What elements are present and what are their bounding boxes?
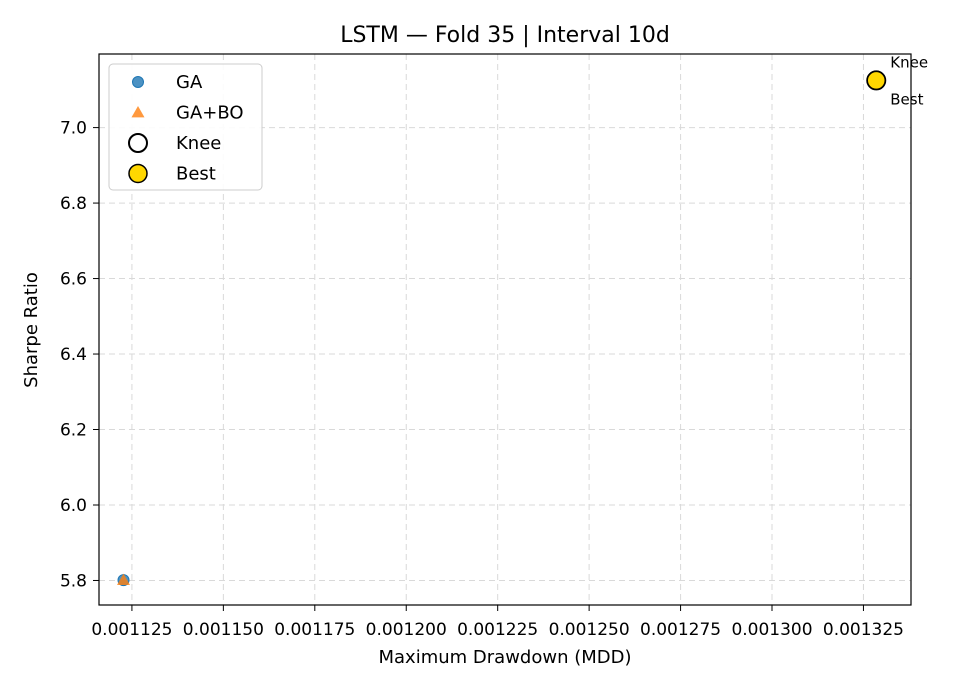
x-tick-label: 0.001225 (457, 620, 538, 640)
y-tick-label: 6.0 (60, 496, 87, 516)
y-axis-label: Sharpe Ratio (21, 272, 42, 388)
x-axis-label: Maximum Drawdown (MDD) (378, 647, 631, 668)
ga-bo-point (117, 573, 131, 585)
legend-label-ga-bo: GA+BO (176, 103, 244, 124)
y-tick-label: 5.8 (60, 571, 87, 591)
annotations: Knee Best (890, 53, 928, 108)
x-axis-ticks: 0.001125 0.001150 0.001175 0.001200 0.001225… (91, 605, 904, 640)
legend-marker-knee (128, 133, 148, 153)
legend-marker-ga (132, 76, 144, 88)
legend-box (108, 63, 263, 191)
best-point (866, 70, 887, 91)
annotation-best: Best (890, 90, 923, 108)
x-tick-label: 0.001325 (823, 620, 904, 640)
y-tick-label: 7.0 (60, 119, 87, 139)
x-tick-label: 0.001200 (366, 620, 447, 640)
x-tick-label: 0.001150 (183, 620, 264, 640)
legend-label-knee: Knee (176, 133, 221, 154)
x-tick-label: 0.001250 (549, 620, 630, 640)
legend-marker-ga-bo (131, 106, 145, 118)
x-tick-label: 0.001275 (640, 620, 721, 640)
data-points (117, 70, 887, 587)
x-tick-label: 0.001300 (731, 620, 812, 640)
y-tick-label: 6.2 (60, 421, 87, 441)
chart-title: LSTM — Fold 35 | Interval 10d (340, 23, 670, 48)
legend-label-ga: GA (176, 72, 203, 93)
legend-marker-best (128, 163, 148, 184)
y-tick-label: 6.8 (60, 194, 87, 214)
x-tick-label: 0.001175 (274, 620, 355, 640)
plot-frame (98, 53, 912, 606)
x-tick-label: 0.001125 (91, 620, 172, 640)
legend: GA GA+BO Knee Best (108, 63, 263, 191)
y-axis-ticks: 5.8 6.0 6.2 6.4 6.6 6.8 7.0 (60, 119, 99, 591)
legend-label-best: Best (176, 164, 216, 185)
annotation-knee: Knee (890, 53, 928, 71)
y-tick-label: 6.4 (60, 345, 87, 365)
y-tick-label: 6.6 (60, 270, 87, 290)
